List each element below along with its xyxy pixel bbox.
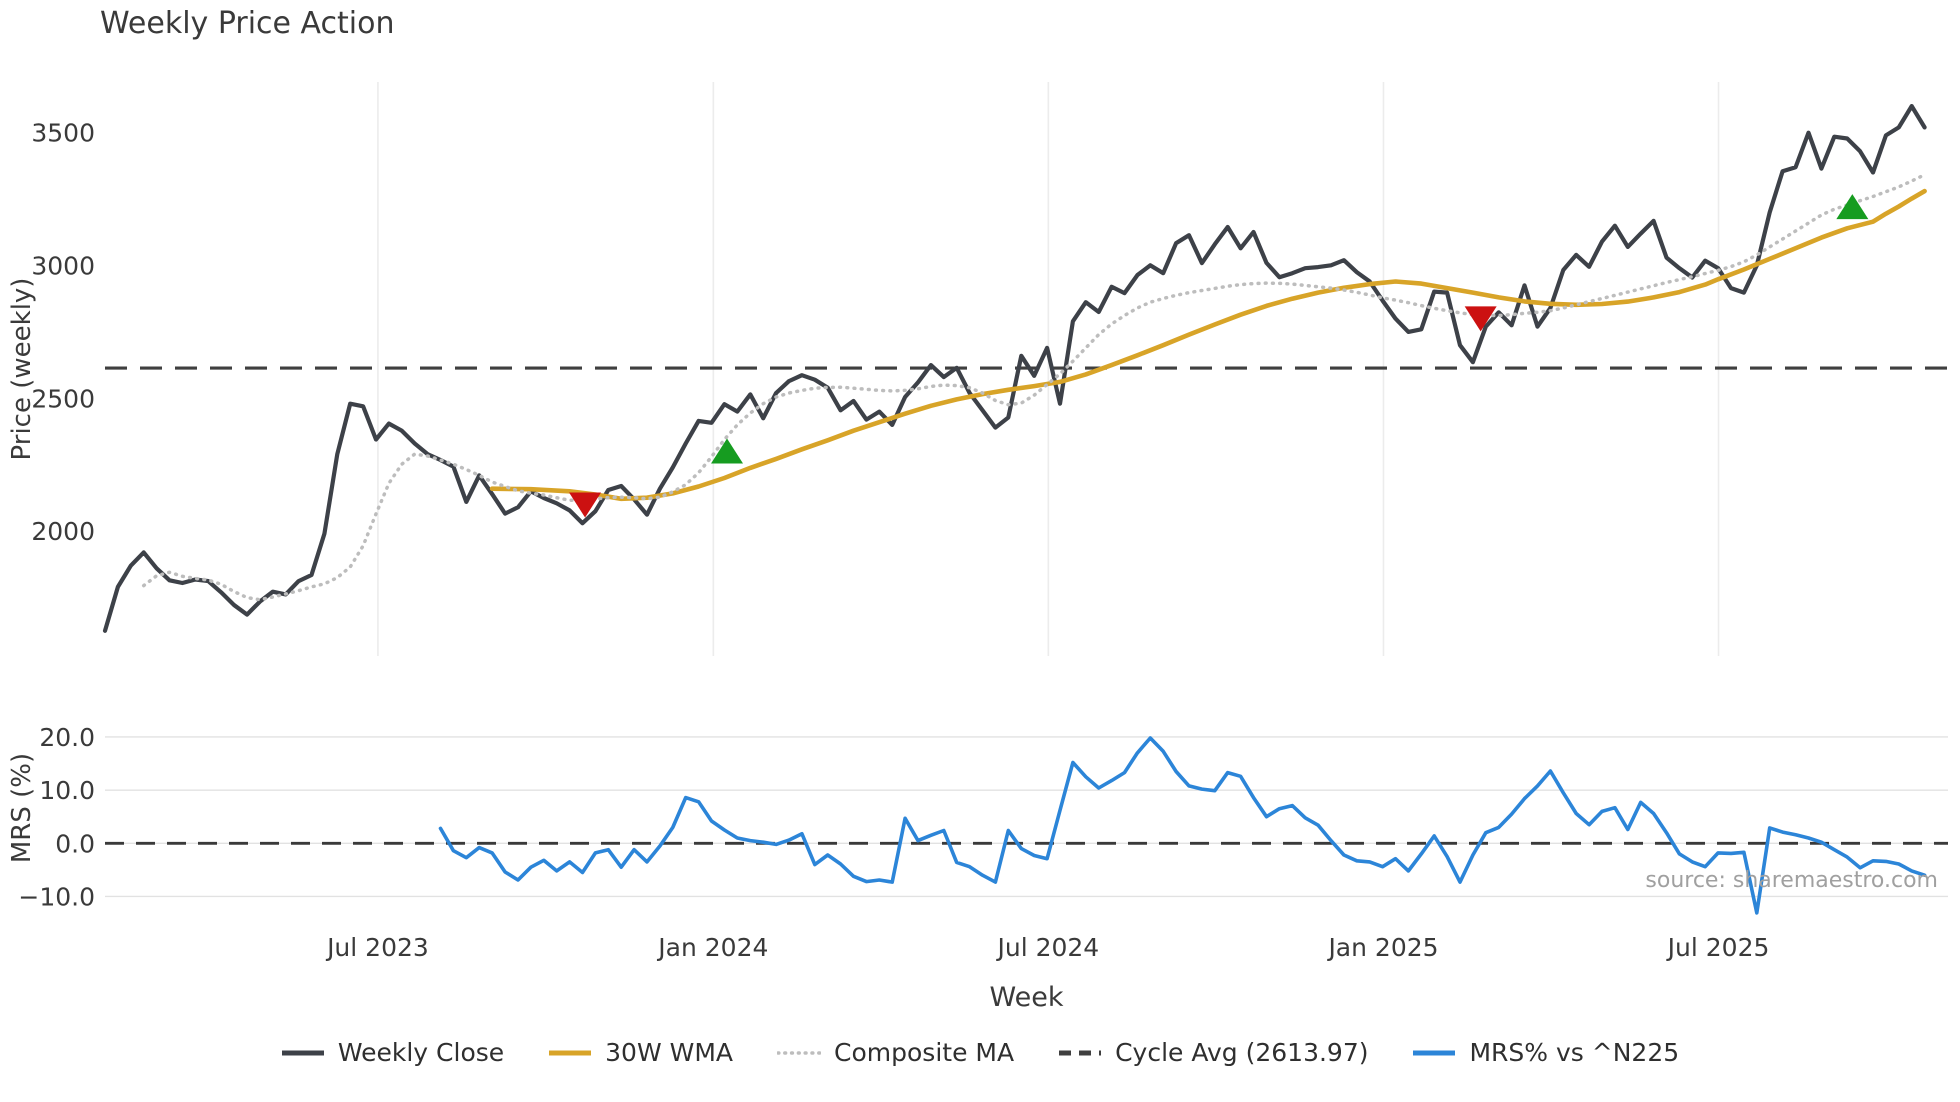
legend-label: Cycle Avg (2613.97) [1115, 1038, 1369, 1067]
legend-swatch-icon [549, 1050, 592, 1055]
legend-label: MRS% vs ^N225 [1469, 1038, 1680, 1067]
price-axis-label: Price (weekly) [7, 278, 37, 461]
x-axis-label: Week [990, 982, 1064, 1013]
chart-title: Weekly Price Action [100, 6, 395, 41]
legend-swatch-icon [1059, 1050, 1102, 1055]
x-tick-label: Jan 2025 [1326, 933, 1438, 962]
sell-signal-triangle-icon [569, 492, 602, 518]
legend-label: 30W WMA [605, 1038, 734, 1067]
wma-line [489, 188, 1927, 502]
price-y-tick-label: 3000 [31, 252, 95, 281]
mrs-y-tick-label: −10.0 [18, 882, 95, 911]
legend-item-composite-ma[interactable]: Composite MA [777, 1038, 1014, 1067]
x-tick-label: Jul 2025 [1666, 933, 1770, 962]
legend-swatch-icon [281, 1050, 324, 1055]
buy-signal-triangle-icon [711, 438, 744, 464]
legend-item-cycle-avg-2613-97-[interactable]: Cycle Avg (2613.97) [1058, 1038, 1368, 1067]
buy-signal-triangle-icon [1836, 194, 1869, 220]
price-y-tick-label: 2000 [31, 517, 95, 546]
sell-signal-triangle-icon [1464, 306, 1497, 332]
composite-ma-line [141, 172, 1927, 602]
mrs-y-tick-label: 10.0 [39, 776, 95, 805]
legend-label: Composite MA [834, 1038, 1015, 1067]
x-tick-label: Jul 2024 [995, 933, 1099, 962]
legend-label: Weekly Close [337, 1038, 505, 1067]
price-y-tick-label: 2500 [31, 384, 95, 413]
mrs-line [438, 736, 1927, 915]
x-tick-label: Jul 2023 [325, 933, 429, 962]
legend-item-weekly-close[interactable]: Weekly Close [281, 1038, 504, 1067]
mrs-y-tick-label: 0.0 [55, 829, 95, 858]
source-watermark: source: sharemaestro.com [1645, 868, 1938, 893]
legend-swatch-icon [777, 1050, 822, 1055]
legend-swatch-icon [1413, 1050, 1456, 1055]
mrs-axis-label: MRS (%) [7, 753, 37, 863]
x-tick-label: Jan 2024 [656, 933, 768, 962]
legend-item-mrs-vs-n225[interactable]: MRS% vs ^N225 [1412, 1038, 1679, 1067]
mrs-y-tick-label: 20.0 [39, 723, 95, 752]
legend-item-30w-wma[interactable]: 30W WMA [548, 1038, 733, 1067]
price-y-tick-label: 3500 [31, 119, 95, 148]
legend: Weekly Close 30W WMA Composite MA Cycle Avg… [0, 1038, 1960, 1067]
